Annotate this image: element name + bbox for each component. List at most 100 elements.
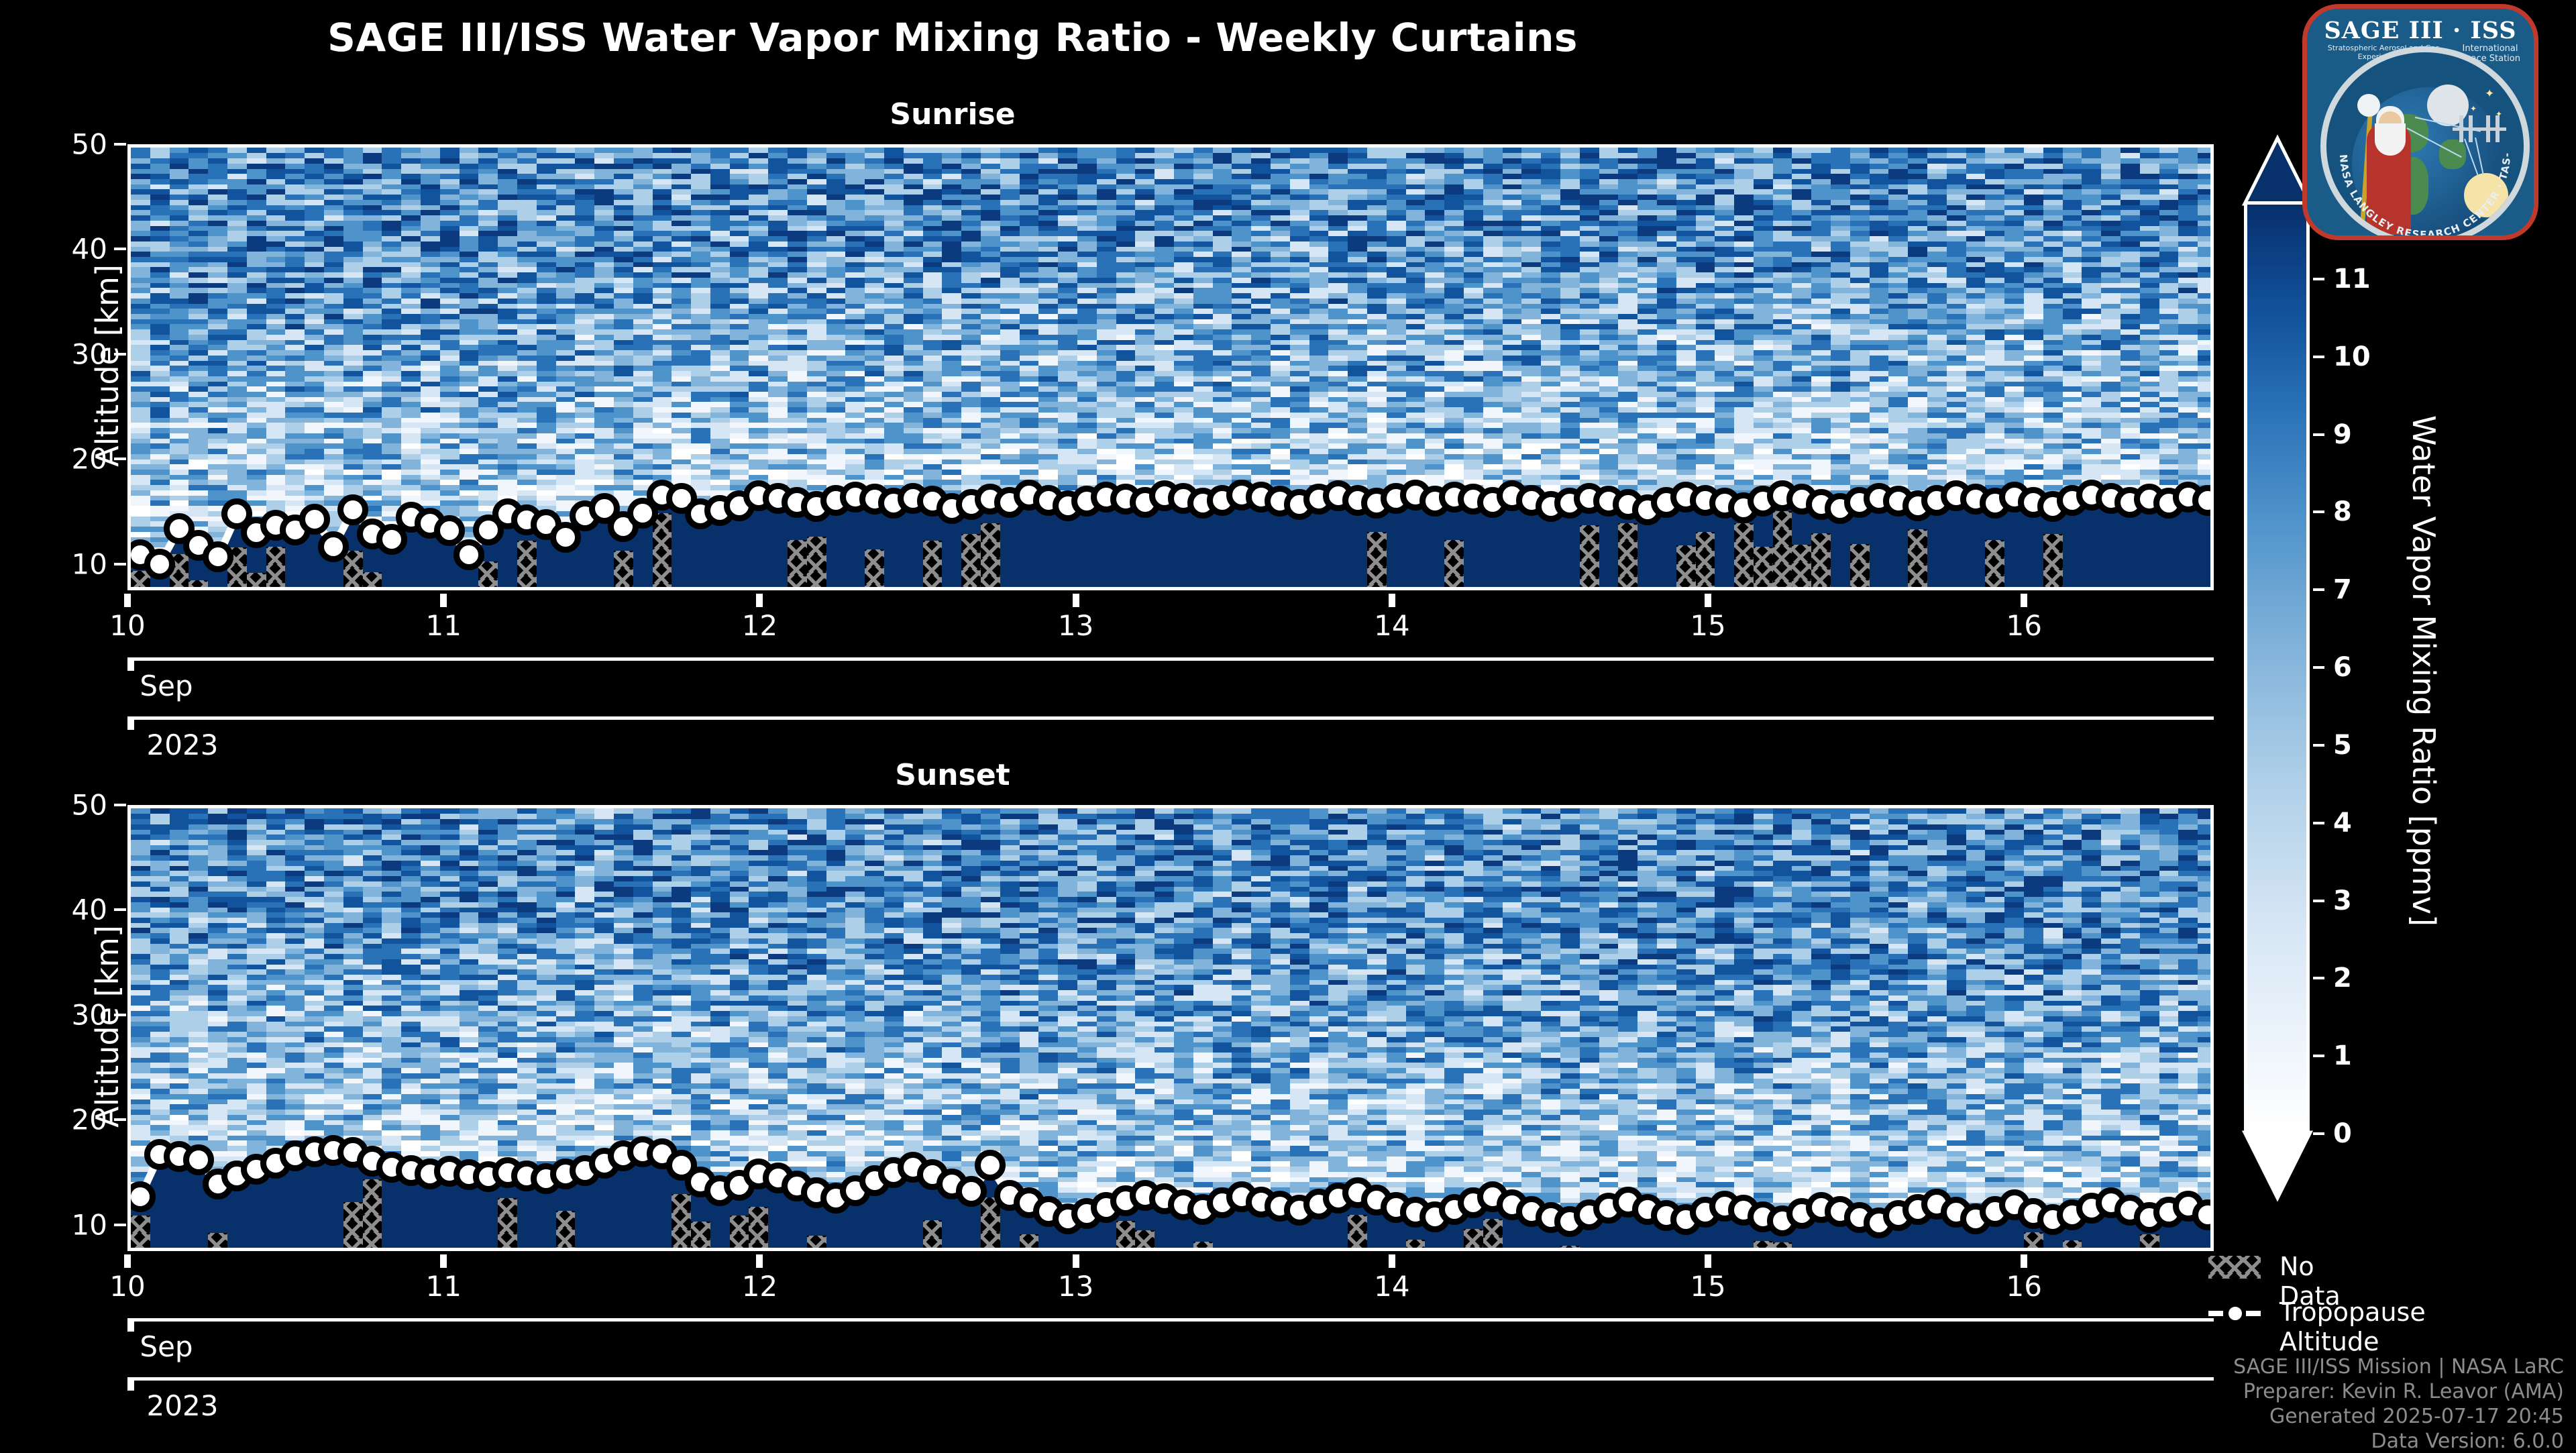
- year-tick-mark: [127, 1377, 134, 1391]
- y-tick-label: 20: [40, 1104, 107, 1136]
- x-tick-label: 12: [742, 1270, 777, 1303]
- heatmap-sunrise[interactable]: [127, 144, 2214, 590]
- no-data-region: [981, 523, 1000, 590]
- colorbar-tick-mark: [2313, 822, 2324, 824]
- month-tick-mark: [127, 657, 134, 671]
- no-data-region: [923, 541, 943, 590]
- no-data-region: [363, 572, 382, 590]
- no-data-region: [730, 1216, 749, 1251]
- y-tick-mark: [114, 563, 126, 566]
- no-data-region: [1406, 1240, 1426, 1251]
- y-tick-label: 40: [40, 233, 107, 266]
- x-tick-mark: [124, 1254, 131, 1268]
- tropopause-marker: [144, 549, 175, 580]
- x-tick-label: 13: [1058, 609, 1093, 642]
- colorbar-tick-mark: [2313, 510, 2324, 513]
- no-data-region: [131, 1216, 150, 1251]
- y-tick-label: 10: [40, 547, 107, 580]
- svg-text:BALL · NASA LANGLEY RESEARCH C: BALL · NASA LANGLEY RESEARCH CENTER · TA…: [2326, 52, 2513, 240]
- no-data-region: [1696, 532, 1715, 590]
- y-tick-mark: [114, 1014, 126, 1016]
- footer-line-version: Data Version: 6.0.0: [2371, 1430, 2564, 1453]
- tropopause-marker: [956, 1176, 987, 1207]
- no-data-region: [517, 541, 537, 590]
- colorbar-tick-label: 0: [2333, 1118, 2352, 1149]
- heatmap-sunset[interactable]: [127, 805, 2214, 1251]
- no-data-swatch-icon: [2208, 1256, 2261, 1279]
- month-tick-mark: [127, 1318, 134, 1332]
- x-tick-mark: [2021, 1254, 2027, 1268]
- x-axis-month-label: Sep: [140, 669, 193, 702]
- no-data-region: [1676, 545, 1696, 590]
- colorbar-tick-mark: [2313, 1132, 2324, 1135]
- x-tick-mark: [124, 594, 131, 607]
- y-tick-label: 50: [40, 789, 107, 822]
- colorbar-tick-label: 9: [2333, 419, 2352, 450]
- y-tick-mark: [114, 143, 126, 146]
- x-tick-label: 10: [109, 1270, 145, 1303]
- no-data-region: [749, 1207, 768, 1251]
- no-data-region: [1773, 511, 1792, 590]
- x-tick-label: 15: [1690, 1270, 1725, 1303]
- tropopause-marker: [453, 539, 484, 570]
- y-tick-mark: [114, 1224, 126, 1226]
- no-data-region: [1193, 1242, 1213, 1251]
- no-data-region: [343, 1202, 363, 1251]
- footer-line-mission: SAGE III/ISS Mission | NASA LaRC: [2233, 1355, 2564, 1379]
- y-tick-label: 40: [40, 894, 107, 926]
- colorbar-arrow-min-icon: [2241, 1128, 2314, 1202]
- no-data-region: [498, 1198, 517, 1251]
- sage-iii-iss-mission-patch-logo: SAGE III · ISS Stratospheric Aerosol and…: [2302, 4, 2538, 240]
- logo-ring-text: BALL · NASA LANGLEY RESEARCH CENTER · TA…: [2326, 52, 2524, 240]
- no-data-region: [1580, 525, 1599, 590]
- year-tick-mark: [127, 716, 134, 730]
- no-data-region: [1734, 523, 1754, 590]
- no-data-region: [1754, 547, 1773, 590]
- x-tick-mark: [1705, 594, 1711, 607]
- no-data-region: [653, 513, 672, 590]
- no-data-region: [478, 561, 498, 590]
- x-tick-label: 16: [2006, 1270, 2042, 1303]
- no-data-region: [691, 1222, 710, 1251]
- tropopause-marker: [299, 504, 330, 535]
- no-data-region: [923, 1220, 943, 1251]
- colorbar-tick-mark: [2313, 977, 2324, 979]
- x-tick-mark: [1389, 594, 1395, 607]
- x-tick-label: 15: [1690, 609, 1725, 642]
- colorbar-tick-label: 10: [2333, 341, 2371, 372]
- logo-top-text: SAGE III · ISS: [2307, 17, 2534, 44]
- x-tick-mark: [1705, 1254, 1711, 1268]
- colorbar-tick-mark: [2313, 900, 2324, 902]
- colorbar-tick-label: 3: [2333, 885, 2352, 916]
- x-tick-label: 14: [1374, 1270, 1409, 1303]
- colorbar-tick-mark: [2313, 278, 2324, 280]
- y-tick-mark: [114, 1118, 126, 1121]
- colorbar-tick-mark: [2313, 666, 2324, 669]
- no-data-region: [266, 547, 286, 590]
- x-tick-label: 11: [425, 609, 461, 642]
- x-axis-month-label: Sep: [140, 1330, 193, 1363]
- x-axis-year-label: 2023: [147, 729, 219, 761]
- no-data-region: [1560, 1246, 1580, 1251]
- x-tick-mark: [440, 594, 447, 607]
- no-data-region: [247, 573, 266, 590]
- colorbar-tick-label: 11: [2333, 264, 2371, 294]
- page-title: SAGE III/ISS Water Vapor Mixing Ratio - …: [0, 15, 1905, 60]
- colorbar-tick-label: 2: [2333, 963, 2352, 993]
- y-tick-mark: [114, 908, 126, 911]
- no-data-region: [1367, 532, 1387, 590]
- no-data-region: [961, 534, 981, 590]
- x-tick-mark: [1073, 594, 1079, 607]
- no-data-region: [363, 1179, 382, 1251]
- no-data-region: [1754, 1241, 1773, 1251]
- footer-line-preparer: Preparer: Kevin R. Leavor (AMA): [2243, 1380, 2564, 1403]
- colorbar-label: Water Vapor Mixing Ratio [ppmv]: [2406, 415, 2442, 926]
- tropopause-marker: [318, 531, 349, 562]
- no-data-region: [2063, 1240, 2082, 1251]
- no-data-region: [1850, 544, 1870, 590]
- no-data-region: [2024, 1232, 2043, 1251]
- no-data-region: [1348, 1215, 1367, 1251]
- y-tick-mark: [114, 248, 126, 250]
- colorbar-tick-mark: [2313, 744, 2324, 747]
- y-tick-label: 20: [40, 443, 107, 476]
